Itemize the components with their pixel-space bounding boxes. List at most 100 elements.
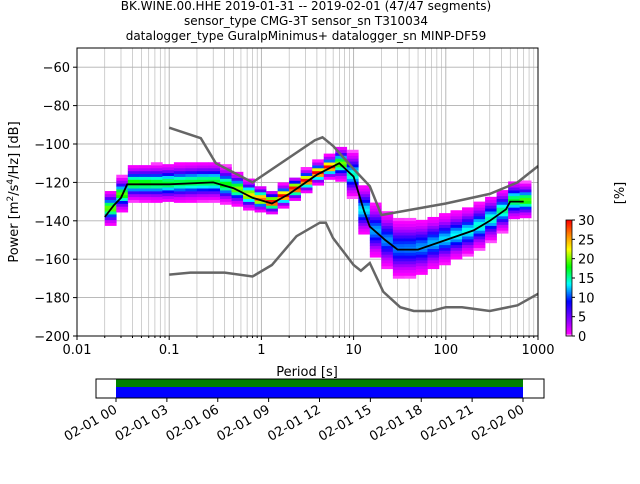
y-tick-label: −160 [34, 253, 70, 268]
histogram-cell [104, 199, 117, 203]
histogram-cell [450, 230, 463, 234]
histogram-cell [335, 169, 348, 174]
histogram-cell [392, 240, 405, 245]
colorbar-swatch [566, 320, 572, 323]
axes: 0.01 0.1 1 10 100 1000 −60 −80 −100 −120 −140 −160 −… [34, 61, 554, 358]
histogram-cell [346, 158, 359, 162]
histogram-cell [220, 192, 232, 197]
histogram-cell [208, 162, 221, 166]
histogram-cell [404, 235, 417, 239]
histogram-cell [346, 149, 359, 153]
colorbar-swatch [566, 222, 572, 225]
histogram-cell [185, 168, 198, 172]
histogram-cell [427, 260, 440, 264]
histogram-cell [369, 245, 382, 249]
colorbar-swatch [566, 260, 572, 263]
histogram-cell [208, 168, 221, 172]
histogram-cell [404, 229, 417, 233]
coverage-tick-label: 02-01 15 [316, 402, 374, 444]
histogram-cell [392, 264, 405, 268]
histogram-cell [462, 207, 474, 211]
histogram-cell [496, 190, 509, 194]
histogram-cell [485, 214, 497, 218]
histogram-cell [438, 250, 451, 254]
colorbar-swatch [566, 294, 572, 297]
histogram-cell [231, 180, 244, 184]
histogram-cell [289, 192, 301, 196]
histogram-cell [231, 203, 244, 207]
histogram-cell [438, 224, 451, 228]
histogram-cell [369, 216, 382, 221]
histogram-cell [335, 149, 348, 153]
histogram-cell [196, 162, 209, 166]
histogram-cell [415, 251, 428, 255]
coverage-tick-label: 02-01 06 [164, 402, 222, 444]
histogram-cell [392, 269, 405, 273]
histogram-cell [392, 223, 405, 227]
histogram-cell [485, 202, 497, 206]
histogram-cell [277, 188, 290, 192]
plot-frame [76, 47, 539, 337]
histogram-cell [289, 186, 301, 190]
histogram-cell [485, 216, 497, 221]
histogram-cell [116, 177, 129, 181]
colorbar-label: [%] [613, 182, 628, 205]
coverage-tick-label: 02-01 12 [265, 402, 323, 444]
histogram-cell [496, 227, 509, 231]
histogram-cell [277, 205, 290, 209]
colorbar-swatch [566, 280, 572, 283]
colorbar: 0 5 10 15 20 25 30 [565, 214, 595, 345]
colorbar-swatch [566, 272, 572, 275]
colorbar-swatch [566, 306, 572, 309]
histogram-cell [404, 220, 417, 224]
histogram-cell [196, 165, 209, 169]
colorbar-swatch [566, 292, 572, 295]
histogram-cell [473, 230, 486, 234]
histogram-cell [150, 168, 163, 172]
histogram-cell [220, 201, 232, 205]
histogram-cell [220, 169, 232, 174]
histogram-cell [335, 158, 348, 162]
histogram-cell [312, 159, 325, 163]
histogram-cell [473, 216, 486, 220]
histogram-cell [243, 207, 255, 211]
histogram-cell [277, 199, 290, 203]
histogram-cell [162, 167, 175, 171]
histogram-cell [185, 188, 198, 192]
histogram-cell [485, 222, 497, 226]
histogram-cell [220, 175, 232, 179]
histogram-cell [519, 183, 532, 187]
histogram-cell [139, 176, 152, 180]
histogram-cell [381, 231, 394, 235]
histogram-cell [427, 248, 440, 252]
histogram-cell [277, 191, 290, 195]
histogram-cell [358, 188, 371, 192]
histogram-cell [346, 192, 359, 197]
histogram-cell [185, 191, 198, 195]
histogram-cell [104, 202, 117, 206]
histogram-cell [427, 245, 440, 249]
histogram-cell [427, 228, 440, 232]
colorbar-swatch [566, 226, 572, 229]
histogram-cell [335, 155, 348, 159]
histogram-cell [485, 240, 497, 244]
histogram-cell [139, 170, 152, 175]
histogram-cell [404, 266, 417, 271]
histogram-cell [173, 165, 186, 169]
histogram-cell [231, 197, 244, 201]
histogram-cell [496, 216, 509, 220]
histogram-cell [150, 193, 163, 198]
histogram-cell [300, 169, 313, 174]
histogram-cell [438, 253, 451, 257]
histogram-cell [462, 241, 474, 246]
histogram-cell [369, 214, 382, 218]
histogram-cell [450, 250, 463, 254]
histogram-cell [196, 185, 209, 189]
histogram-cell [392, 243, 405, 248]
histogram-cell [381, 245, 394, 249]
histogram-cell [185, 199, 198, 203]
histogram-cell [162, 187, 175, 191]
histogram-cell [300, 178, 313, 182]
colorbar-swatch [566, 268, 572, 271]
